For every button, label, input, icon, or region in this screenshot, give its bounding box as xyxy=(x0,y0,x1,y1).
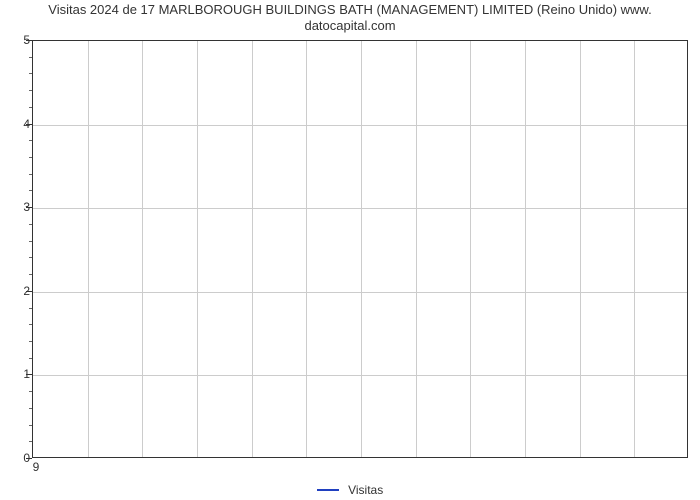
chart-title-line1: Visitas 2024 de 17 MARLBOROUGH BUILDINGS… xyxy=(48,2,651,17)
y-minor-tick xyxy=(29,408,32,409)
y-minor-tick xyxy=(29,391,32,392)
legend-swatch xyxy=(317,489,339,491)
gridline-v xyxy=(306,41,307,457)
gridline-v xyxy=(88,41,89,457)
y-minor-tick xyxy=(29,257,32,258)
y-minor-tick xyxy=(29,324,32,325)
gridline-v xyxy=(580,41,581,457)
y-minor-tick xyxy=(29,274,32,275)
gridline-v xyxy=(142,41,143,457)
gridline-v xyxy=(470,41,471,457)
gridline-v xyxy=(416,41,417,457)
y-minor-tick xyxy=(29,241,32,242)
plot-container xyxy=(32,40,688,458)
y-minor-tick xyxy=(29,308,32,309)
gridline-v xyxy=(361,41,362,457)
gridline-h xyxy=(33,208,687,209)
plot-area xyxy=(32,40,688,458)
gridline-v xyxy=(634,41,635,457)
y-tick-mark xyxy=(26,291,32,292)
gridline-h xyxy=(33,375,687,376)
y-minor-tick xyxy=(29,107,32,108)
gridline-v xyxy=(525,41,526,457)
chart-title: Visitas 2024 de 17 MARLBOROUGH BUILDINGS… xyxy=(0,2,700,35)
gridline-h xyxy=(33,125,687,126)
y-minor-tick xyxy=(29,174,32,175)
y-minor-tick xyxy=(29,157,32,158)
y-tick-mark xyxy=(26,207,32,208)
gridline-v xyxy=(197,41,198,457)
y-minor-tick xyxy=(29,140,32,141)
chart-title-line2: datocapital.com xyxy=(304,18,395,33)
y-minor-tick xyxy=(29,341,32,342)
y-tick-mark xyxy=(26,374,32,375)
y-minor-tick xyxy=(29,358,32,359)
y-minor-tick xyxy=(29,425,32,426)
y-tick-mark xyxy=(26,458,32,459)
y-minor-tick xyxy=(29,190,32,191)
gridline-h xyxy=(33,292,687,293)
y-minor-tick xyxy=(29,90,32,91)
x-tick-label: 9 xyxy=(33,460,40,474)
y-minor-tick xyxy=(29,57,32,58)
y-minor-tick xyxy=(29,224,32,225)
y-minor-tick xyxy=(29,73,32,74)
legend: Visitas xyxy=(0,482,700,497)
y-minor-tick xyxy=(29,441,32,442)
gridline-v xyxy=(252,41,253,457)
y-tick-mark xyxy=(26,124,32,125)
y-tick-mark xyxy=(26,40,32,41)
legend-label: Visitas xyxy=(348,483,383,497)
